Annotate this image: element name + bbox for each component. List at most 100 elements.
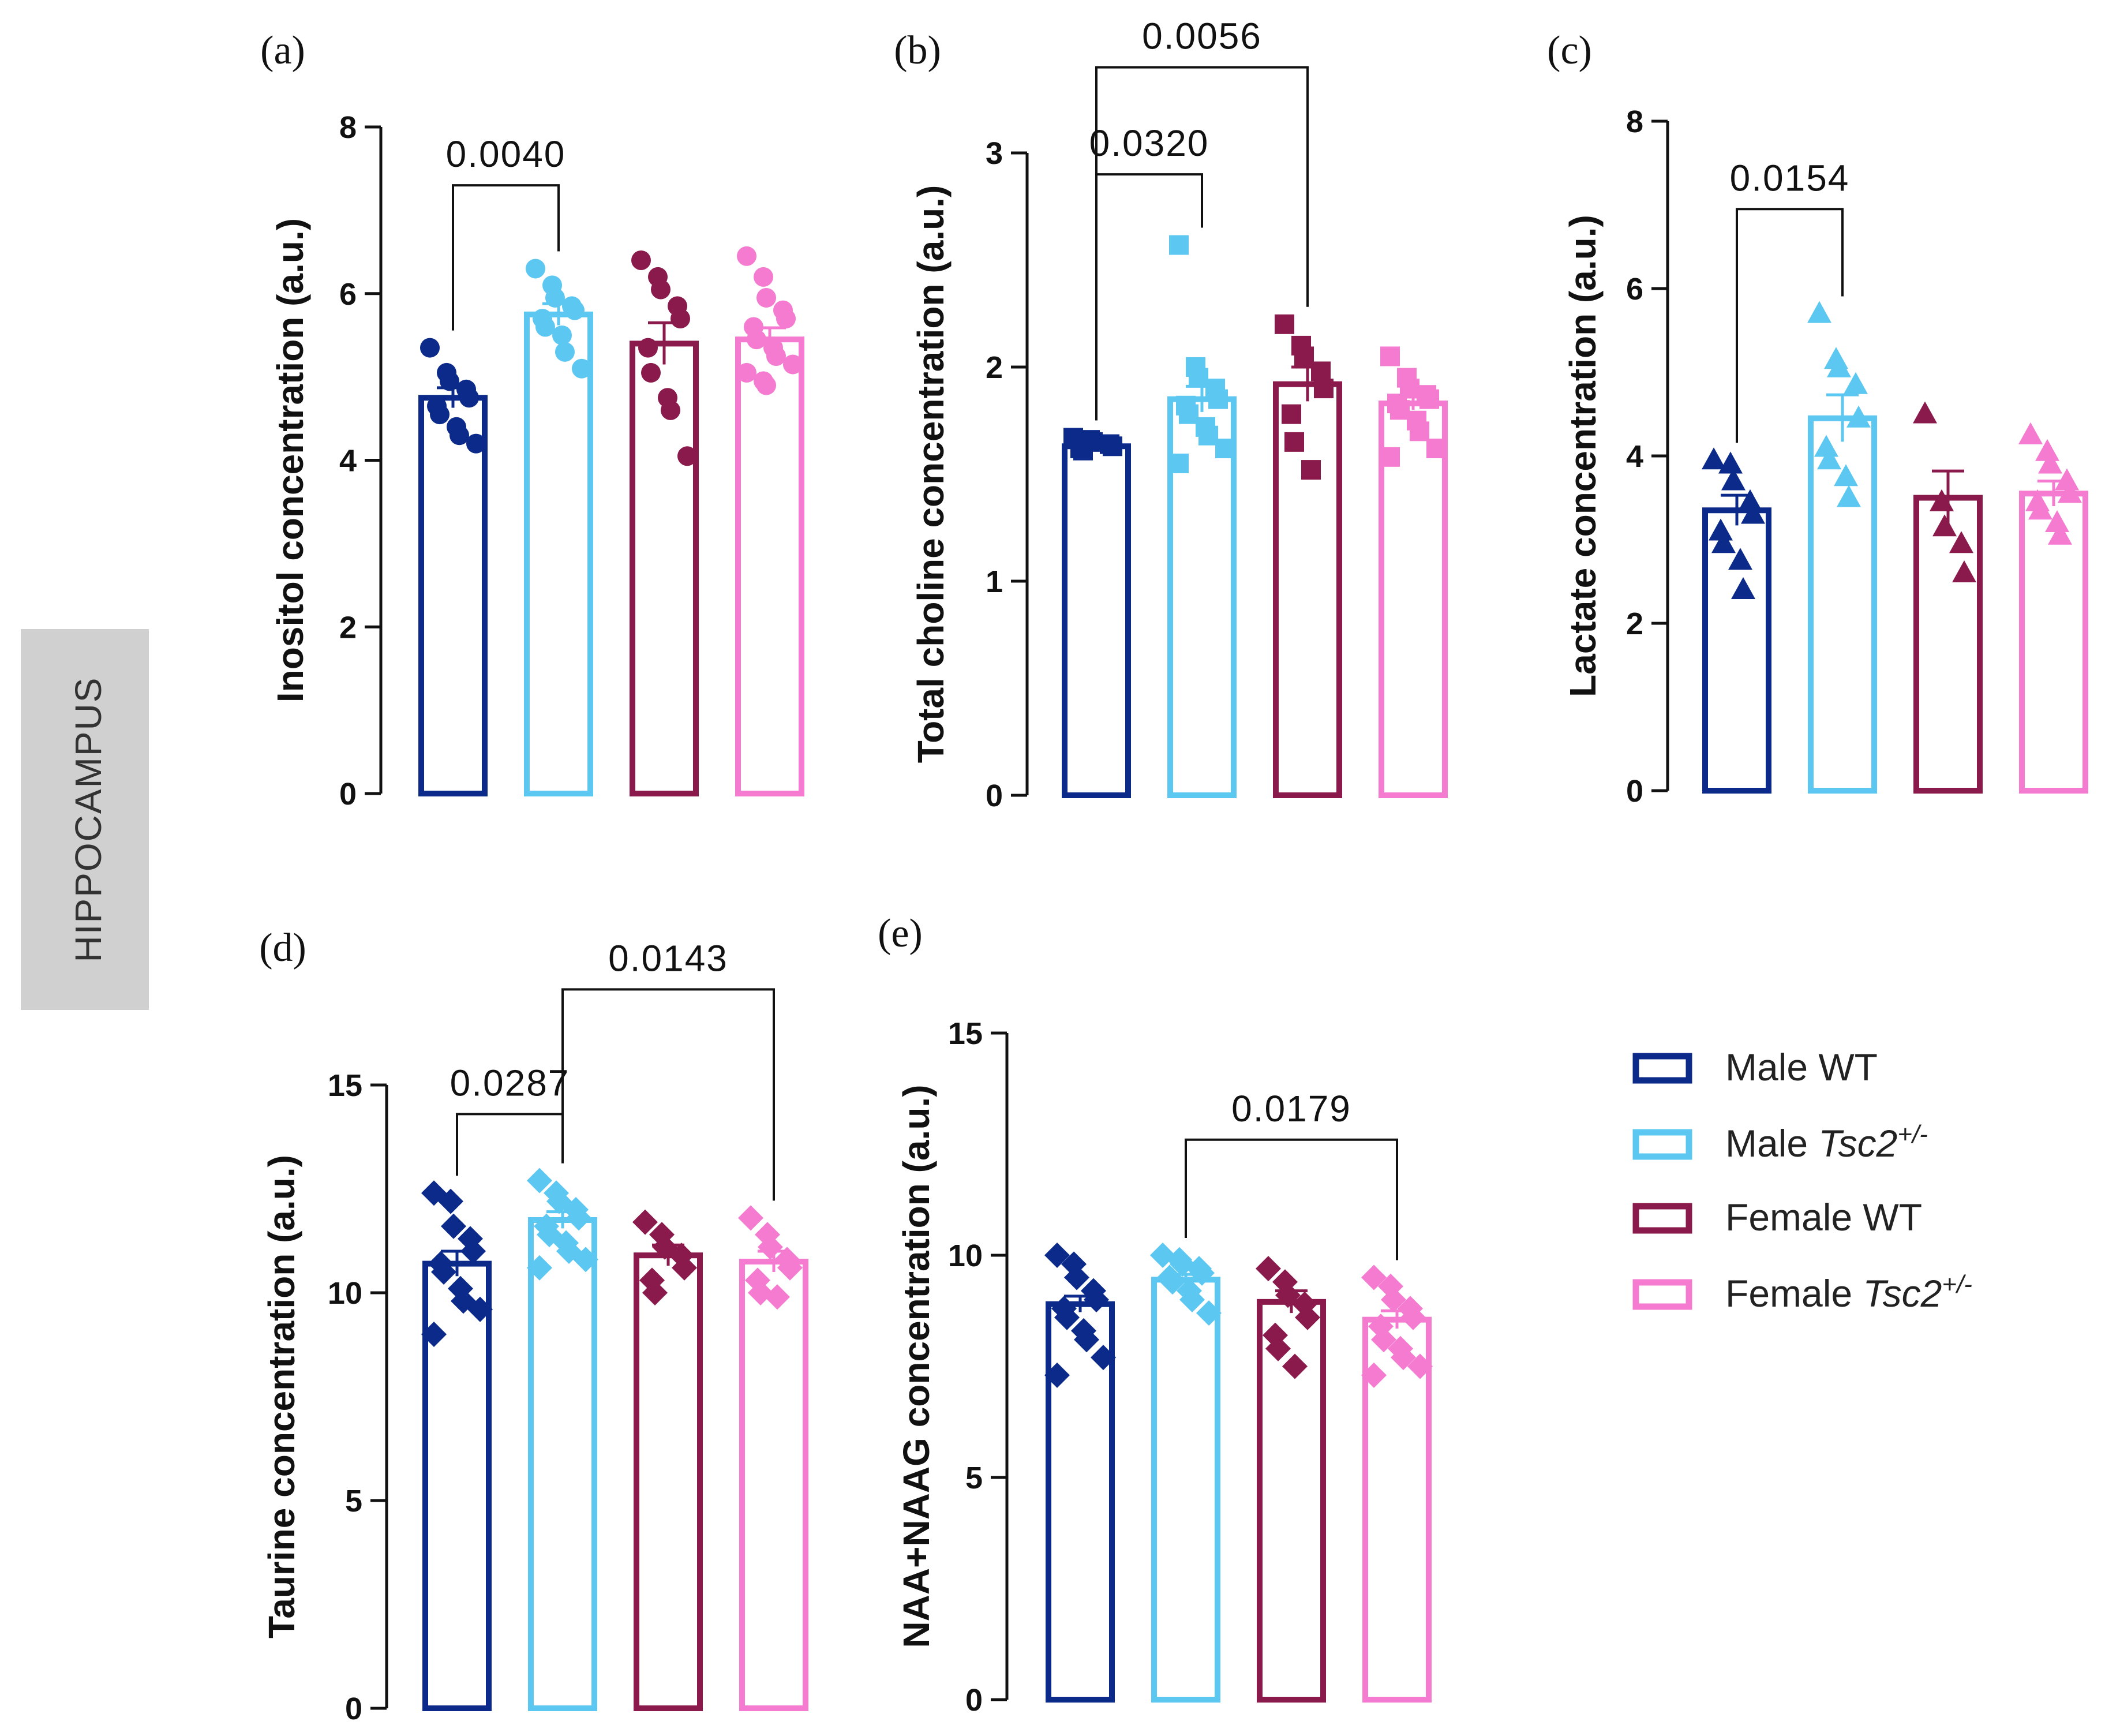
data-point xyxy=(737,362,756,383)
legend: Male WT Male Tsc2+/- Female WT Female Ts… xyxy=(1632,1046,1972,1315)
bar xyxy=(634,1252,703,1711)
data-point xyxy=(2038,451,2062,474)
y-tick-label: 0 xyxy=(1626,774,1643,809)
bar xyxy=(1151,1277,1220,1703)
data-point xyxy=(738,1205,763,1231)
y-tick-label: 6 xyxy=(1626,272,1643,306)
y-tick-label: 4 xyxy=(1626,439,1643,474)
significance-bracket xyxy=(452,184,560,331)
y-tick-label: 4 xyxy=(339,444,357,478)
data-point xyxy=(638,338,658,358)
data-point xyxy=(1741,502,1765,524)
data-point xyxy=(632,1209,658,1235)
data-point xyxy=(1198,425,1218,446)
data-point xyxy=(1932,514,1957,537)
bar xyxy=(735,336,804,796)
p-value-label: 0.0320 xyxy=(1089,122,1209,164)
y-axis-title: Total choline concentration (a.u.) xyxy=(910,185,952,764)
bar xyxy=(418,395,488,796)
data-point xyxy=(1913,401,1937,424)
data-point xyxy=(467,1296,493,1322)
data-point xyxy=(1314,379,1334,399)
data-point xyxy=(1846,405,1871,428)
data-point xyxy=(2028,497,2052,520)
data-point xyxy=(2048,522,2072,545)
data-point xyxy=(1952,560,1976,582)
data-point xyxy=(1814,435,1838,457)
data-point xyxy=(756,287,776,308)
data-point xyxy=(1817,447,1841,470)
data-point xyxy=(1400,1304,1426,1330)
data-point xyxy=(1407,1353,1433,1379)
data-point xyxy=(2035,439,2059,461)
legend-label: Male Tsc2+/- xyxy=(1725,1120,1928,1165)
y-tick-label: 2 xyxy=(1626,607,1643,641)
data-point xyxy=(1380,346,1400,366)
data-point xyxy=(573,1247,598,1273)
data-point xyxy=(1949,531,1973,553)
data-point xyxy=(420,338,440,358)
data-point xyxy=(672,1255,697,1281)
bar xyxy=(1062,443,1131,798)
side-label-box: HIPPOCAMPUS xyxy=(21,629,149,1010)
y-tick-label: 1 xyxy=(986,564,1003,599)
data-point xyxy=(1844,372,1868,394)
significance-bracket xyxy=(1095,173,1203,421)
data-point xyxy=(1380,447,1400,467)
data-point xyxy=(1738,489,1762,511)
y-tick-label: 15 xyxy=(948,1016,983,1051)
y-axis-title: NAA+NAAG concentration (a.u.) xyxy=(896,1084,937,1648)
data-point xyxy=(1284,432,1304,452)
data-point xyxy=(527,1255,552,1281)
y-tick-label: 2 xyxy=(986,350,1003,385)
data-point xyxy=(438,1188,463,1214)
data-point xyxy=(1371,1327,1396,1353)
legend-item-male-wt: Male WT xyxy=(1632,1046,1878,1088)
data-point xyxy=(1295,1304,1320,1330)
data-point xyxy=(552,325,572,345)
bar xyxy=(422,1260,492,1712)
y-tick-label: 8 xyxy=(1626,104,1643,139)
data-point xyxy=(1256,1256,1281,1282)
data-point xyxy=(1311,361,1331,381)
data-point xyxy=(1711,531,1736,553)
data-point xyxy=(766,346,786,366)
data-point xyxy=(460,1239,486,1264)
data-point xyxy=(1807,301,1831,323)
chart-panel: (d) 0 5 10 15 Taurine concentration (a.u.) 0.0… xyxy=(259,926,808,1726)
y-axis-title: Lactate concentration (a.u.) xyxy=(1562,215,1604,697)
data-point xyxy=(565,300,585,320)
data-point xyxy=(1044,1243,1070,1268)
y-axis-title: Taurine concentration (a.u.) xyxy=(261,1155,302,1638)
y-tick-label: 5 xyxy=(345,1484,362,1518)
data-point xyxy=(777,1255,803,1281)
y-tick-label: 3 xyxy=(986,136,1003,171)
significance-bracket xyxy=(1095,66,1309,421)
data-point xyxy=(671,309,690,329)
data-point xyxy=(1169,235,1189,255)
significance-bracket xyxy=(456,1113,564,1176)
p-value-label: 0.0154 xyxy=(1730,157,1850,199)
data-point xyxy=(756,375,776,395)
y-tick-label: 10 xyxy=(328,1276,362,1311)
y-axis-title: Inositol concentration (a.u.) xyxy=(269,218,311,702)
data-point xyxy=(430,405,450,425)
data-point xyxy=(2055,468,2079,491)
data-point xyxy=(765,1284,790,1310)
significance-bracket xyxy=(561,988,775,1201)
legend-item-female-wt: Female WT xyxy=(1632,1196,1922,1239)
y-tick-label: 0 xyxy=(965,1683,983,1718)
data-point xyxy=(1301,460,1321,480)
data-point xyxy=(572,358,591,379)
y-tick-label: 0 xyxy=(345,1692,362,1726)
y-tick-label: 15 xyxy=(328,1068,362,1103)
data-point xyxy=(651,279,671,300)
data-point xyxy=(526,259,545,279)
data-point xyxy=(1265,1335,1291,1361)
legend-label: Female WT xyxy=(1725,1196,1922,1239)
chart-panel: (e) 0 5 10 15 NAA+NAAG concentration (a.u.) 0.… xyxy=(878,911,1433,1718)
data-point xyxy=(677,446,697,466)
data-point xyxy=(1084,1287,1109,1312)
legend-item-female-tsc2: Female Tsc2+/- xyxy=(1632,1270,1972,1315)
data-point xyxy=(1054,1304,1080,1330)
